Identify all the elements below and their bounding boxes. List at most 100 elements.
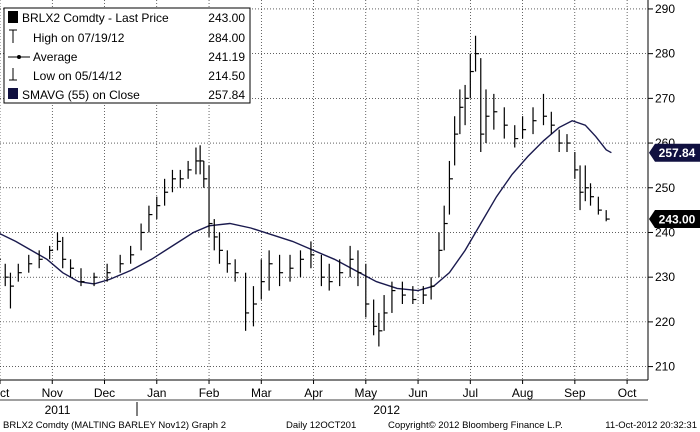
legend-high-label: High on 07/19/12 — [33, 31, 125, 45]
price-bar — [357, 250, 362, 287]
price-bar — [69, 259, 75, 278]
price-bar — [438, 232, 443, 278]
price-bar — [493, 93, 498, 130]
price-bar — [485, 89, 490, 144]
price-bar — [469, 53, 474, 99]
price-bar — [521, 116, 527, 139]
value-badges: 257.84 243.00 — [649, 143, 700, 229]
price-bar — [365, 263, 370, 318]
x-tick-label: Jan — [147, 386, 166, 400]
y-tick-label: 270 — [655, 91, 675, 105]
legend-title: BRLX2 Comdty - Last Price — [22, 11, 169, 25]
x-tick-label: Dec — [94, 386, 115, 400]
year-label: 2012 — [373, 403, 400, 417]
legend-average-value: 241.19 — [208, 50, 245, 64]
price-bar — [532, 107, 537, 135]
price-bar — [218, 232, 223, 264]
price-bar — [597, 196, 602, 215]
price-series — [0, 35, 610, 347]
price-bar — [208, 165, 213, 237]
legend-high-value: 284.00 — [208, 31, 245, 45]
price-bar — [199, 145, 204, 175]
price-bar — [9, 272, 14, 309]
x-tick-label: Feb — [199, 386, 220, 400]
price-bar — [574, 152, 579, 179]
legend-sma-label: SMAVG (55) on Close — [22, 88, 140, 102]
average-marker-icon — [8, 55, 30, 59]
price-bar — [422, 286, 427, 304]
year-label: 2011 — [45, 403, 71, 417]
price-bar — [156, 196, 161, 220]
price-bar — [459, 89, 464, 135]
price-bar — [454, 116, 459, 166]
price-bar — [566, 134, 571, 152]
price-bar — [464, 84, 469, 126]
axes: 210220230240250260270280290OctNovDecJanF… — [0, 0, 675, 417]
x-tick-label: Oct — [0, 386, 10, 400]
price-bar — [17, 263, 22, 282]
price-bar — [584, 165, 589, 202]
price-bar — [503, 107, 508, 139]
price-bar — [195, 147, 200, 175]
footer-copyright: Copyright© 2012 Bloomberg Finance L.P. — [388, 420, 563, 431]
price-bar — [213, 219, 218, 251]
price-bar — [579, 165, 584, 211]
price-bar — [56, 232, 61, 251]
price-bar — [320, 254, 325, 287]
price-bar — [328, 263, 333, 291]
price-bar — [474, 35, 480, 72]
y-tick-label: 220 — [655, 315, 675, 329]
price-bar — [245, 272, 250, 331]
last-price-badge: 243.00 — [659, 213, 696, 227]
legend: BRLX2 Comdty - Last Price 243.00 High on… — [3, 7, 251, 104]
price-bar — [542, 93, 547, 126]
price-bar — [93, 272, 98, 287]
y-tick-label: 250 — [655, 181, 675, 195]
price-bar — [49, 245, 54, 260]
last-price-badge-shape — [649, 210, 700, 229]
price-bar — [80, 268, 85, 287]
low-marker-icon — [9, 68, 17, 81]
price-bar — [589, 183, 595, 206]
price-bar — [430, 277, 435, 300]
y-tick-label: 210 — [655, 360, 675, 374]
price-bar — [605, 210, 610, 222]
footer: BRLX2 Comdty (MALTING BARLEY Nov12) Grap… — [3, 420, 697, 431]
sma-swatch-icon — [8, 88, 18, 99]
footer-timestamp: 11-Oct-2012 20:32:31 — [605, 420, 697, 431]
price-bar — [106, 263, 111, 282]
footer-left: BRLX2 Comdty (MALTING BARLEY Nov12) Grap… — [3, 420, 226, 431]
price-bar — [62, 236, 67, 269]
price-bar — [148, 205, 153, 233]
price-bar — [339, 259, 344, 287]
sma-value-badge-shape — [649, 143, 700, 162]
price-bar — [480, 58, 485, 152]
x-tick-label: Oct — [618, 386, 637, 400]
price-bar — [289, 254, 294, 282]
footer-date: Daily 12OCT201 — [286, 420, 356, 431]
sma-series — [0, 119, 612, 292]
y-tick-label: 290 — [655, 2, 675, 16]
x-tick-label: Apr — [304, 386, 323, 400]
price-bar — [268, 250, 273, 291]
price-bar — [140, 223, 145, 251]
sma-line — [0, 119, 612, 292]
price-bar — [234, 259, 239, 282]
x-tick-label: Sep — [564, 386, 586, 400]
price-bar — [448, 160, 453, 215]
x-tick-label: Jul — [463, 386, 478, 400]
price-bar — [260, 259, 265, 300]
x-tick-label: Mar — [251, 386, 272, 400]
x-tick-label: Aug — [512, 386, 533, 400]
price-bar — [401, 281, 406, 304]
price-bar — [550, 111, 555, 135]
price-bar — [130, 245, 135, 264]
price-bar — [278, 254, 284, 287]
x-tick-label: May — [354, 386, 377, 400]
price-bar — [310, 241, 315, 269]
legend-low-label: Low on 05/14/12 — [33, 69, 122, 83]
x-tick-label: Jun — [408, 386, 427, 400]
sma-value-badge: 257.84 — [659, 146, 696, 160]
